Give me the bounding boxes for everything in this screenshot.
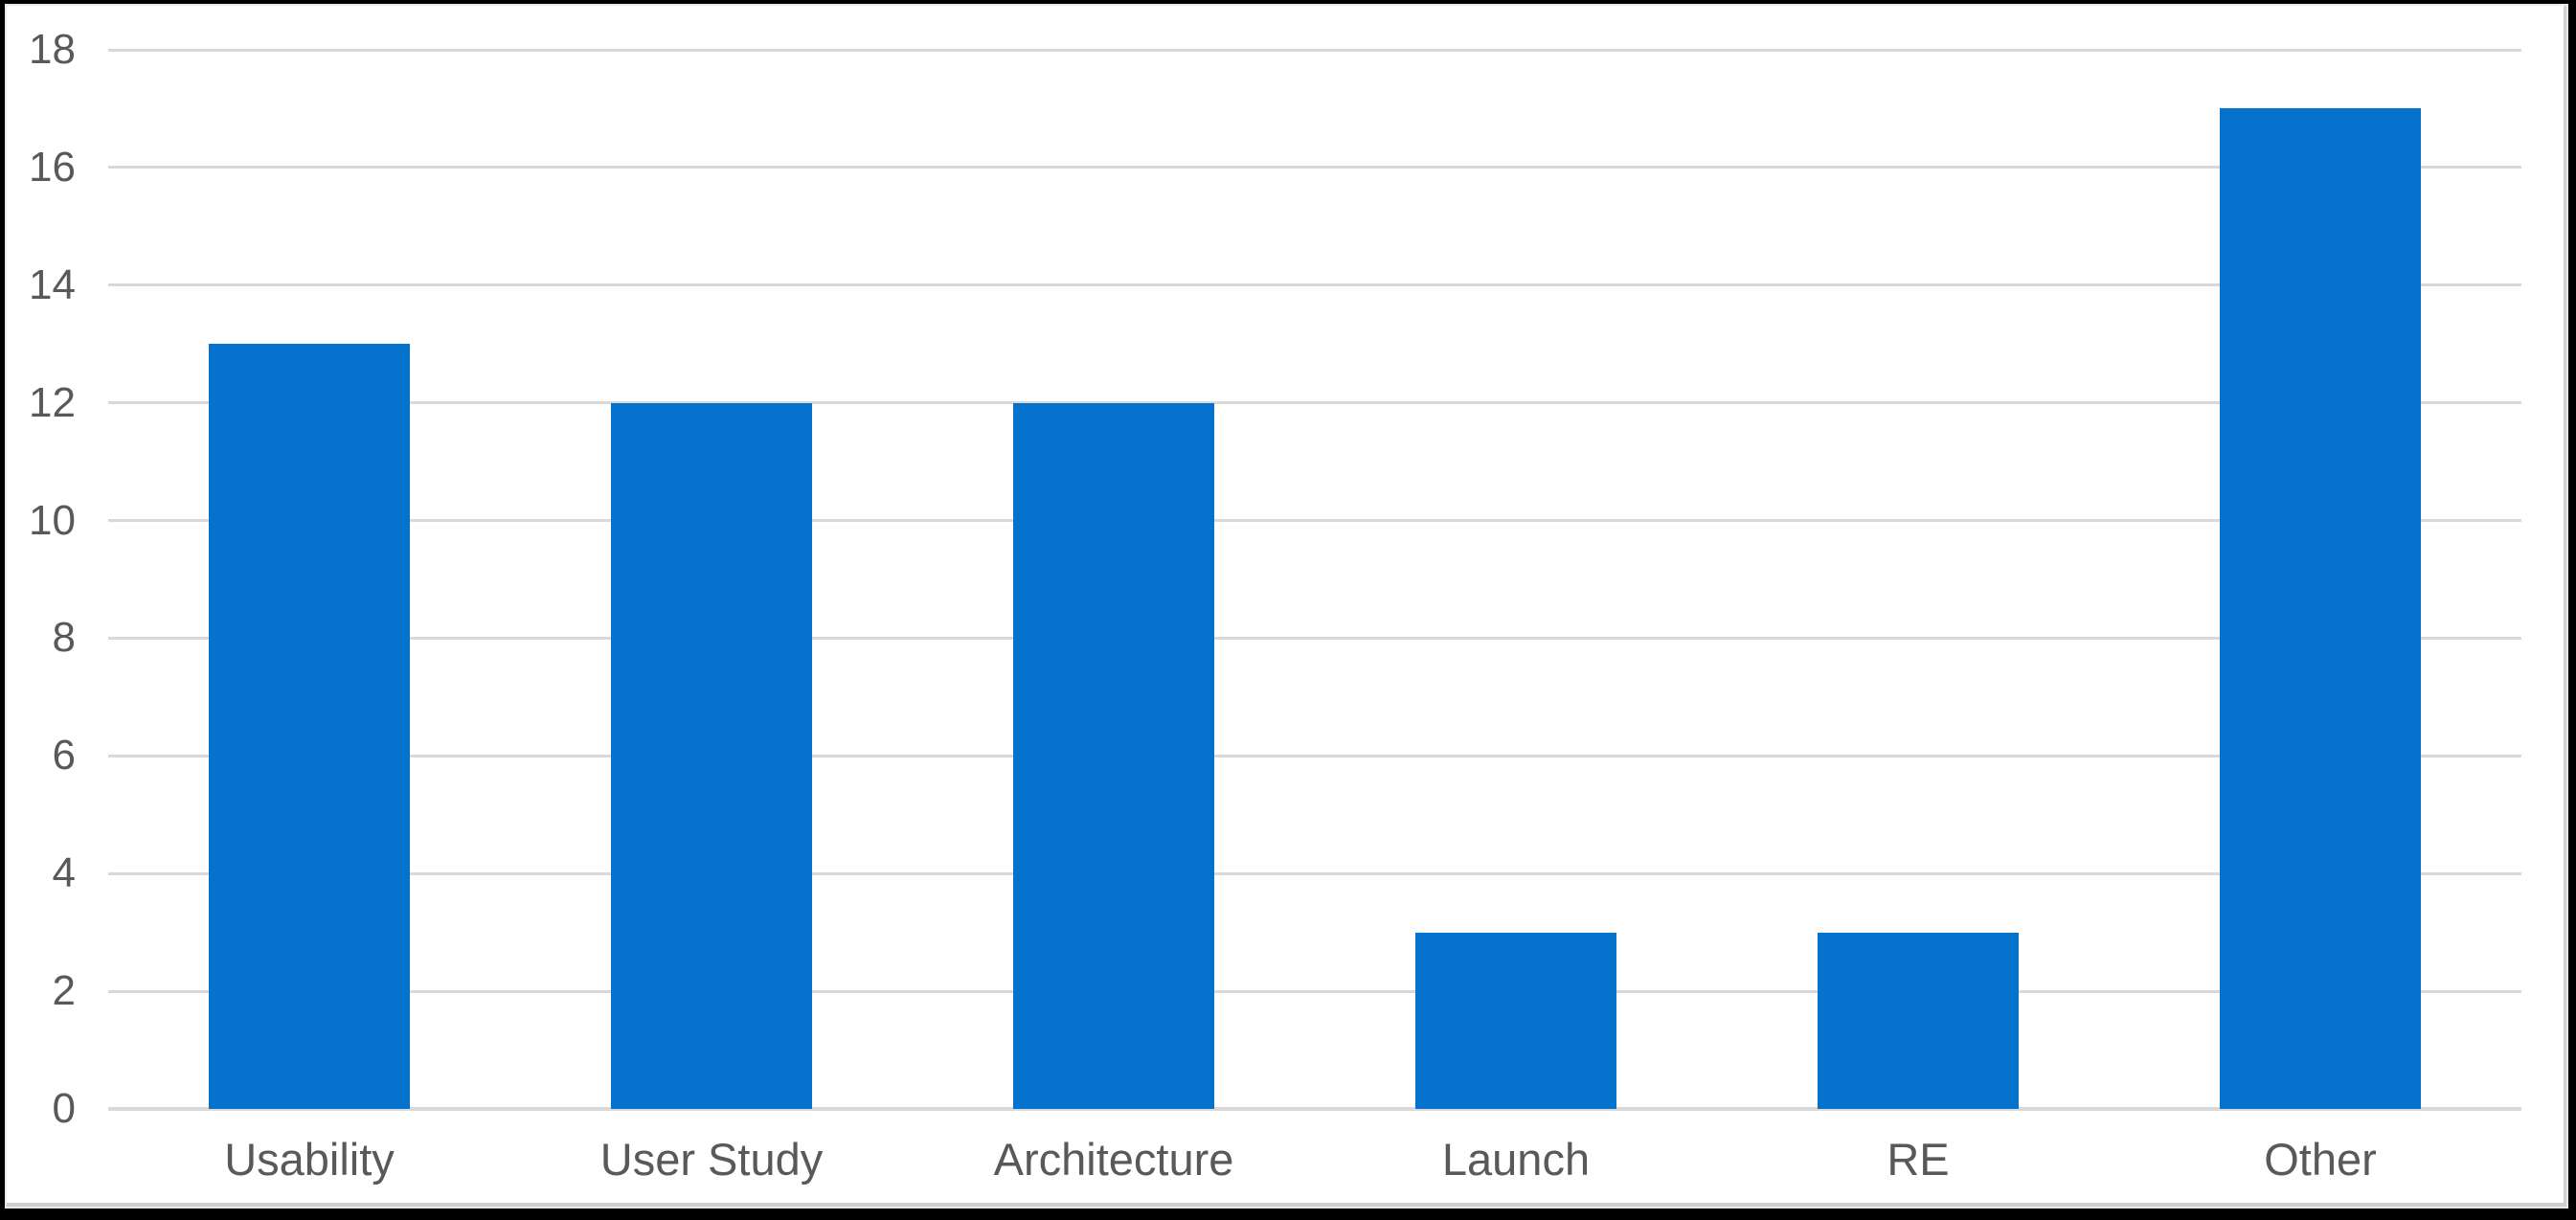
- x-category-label-re: RE: [1887, 1134, 1950, 1185]
- x-category-label-launch: Launch: [1441, 1134, 1591, 1185]
- bar-user-study: [611, 402, 812, 1109]
- bar-usability: [209, 344, 410, 1109]
- y-tick-label-2: 2: [52, 967, 76, 1015]
- y-tick-label-6: 6: [52, 732, 76, 779]
- gridline-y-2: [108, 989, 2521, 993]
- gridline-y-6: [108, 754, 2521, 757]
- gridline-y-8: [108, 636, 2521, 640]
- y-tick-label-4: 4: [52, 849, 76, 897]
- gridline-y-10: [108, 519, 2521, 523]
- y-tick-label-12: 12: [29, 378, 76, 426]
- y-tick-label-10: 10: [29, 496, 76, 544]
- y-axis: 0 2 4 6 8 10 12 14 16 18: [0, 29, 76, 1130]
- bar-launch: [1415, 932, 1616, 1109]
- bar-other: [2220, 108, 2421, 1109]
- x-category-label-architecture: Architecture: [993, 1134, 1234, 1185]
- gridline-y-16: [108, 166, 2521, 169]
- y-tick-label-18: 18: [29, 26, 76, 73]
- y-tick-label-14: 14: [29, 260, 76, 308]
- y-tick-label-8: 8: [52, 614, 76, 662]
- x-axis-line: [108, 1107, 2521, 1111]
- gridline-y-4: [108, 871, 2521, 875]
- gridline-y-18: [108, 48, 2521, 52]
- y-tick-label-0: 0: [52, 1085, 76, 1132]
- y-tick-label-16: 16: [29, 143, 76, 191]
- gridline-y-12: [108, 401, 2521, 405]
- gridline-y-14: [108, 283, 2521, 287]
- bar-architecture: [1013, 402, 1214, 1109]
- x-category-label-other: Other: [2264, 1134, 2377, 1185]
- bar-re: [1818, 932, 2019, 1109]
- plot-area: [108, 48, 2521, 1111]
- x-axis: Usability User Study Architecture Launch RE O…: [108, 1134, 2521, 1195]
- x-category-label-usability: Usability: [224, 1134, 395, 1185]
- x-category-label-user-study: User Study: [599, 1134, 824, 1185]
